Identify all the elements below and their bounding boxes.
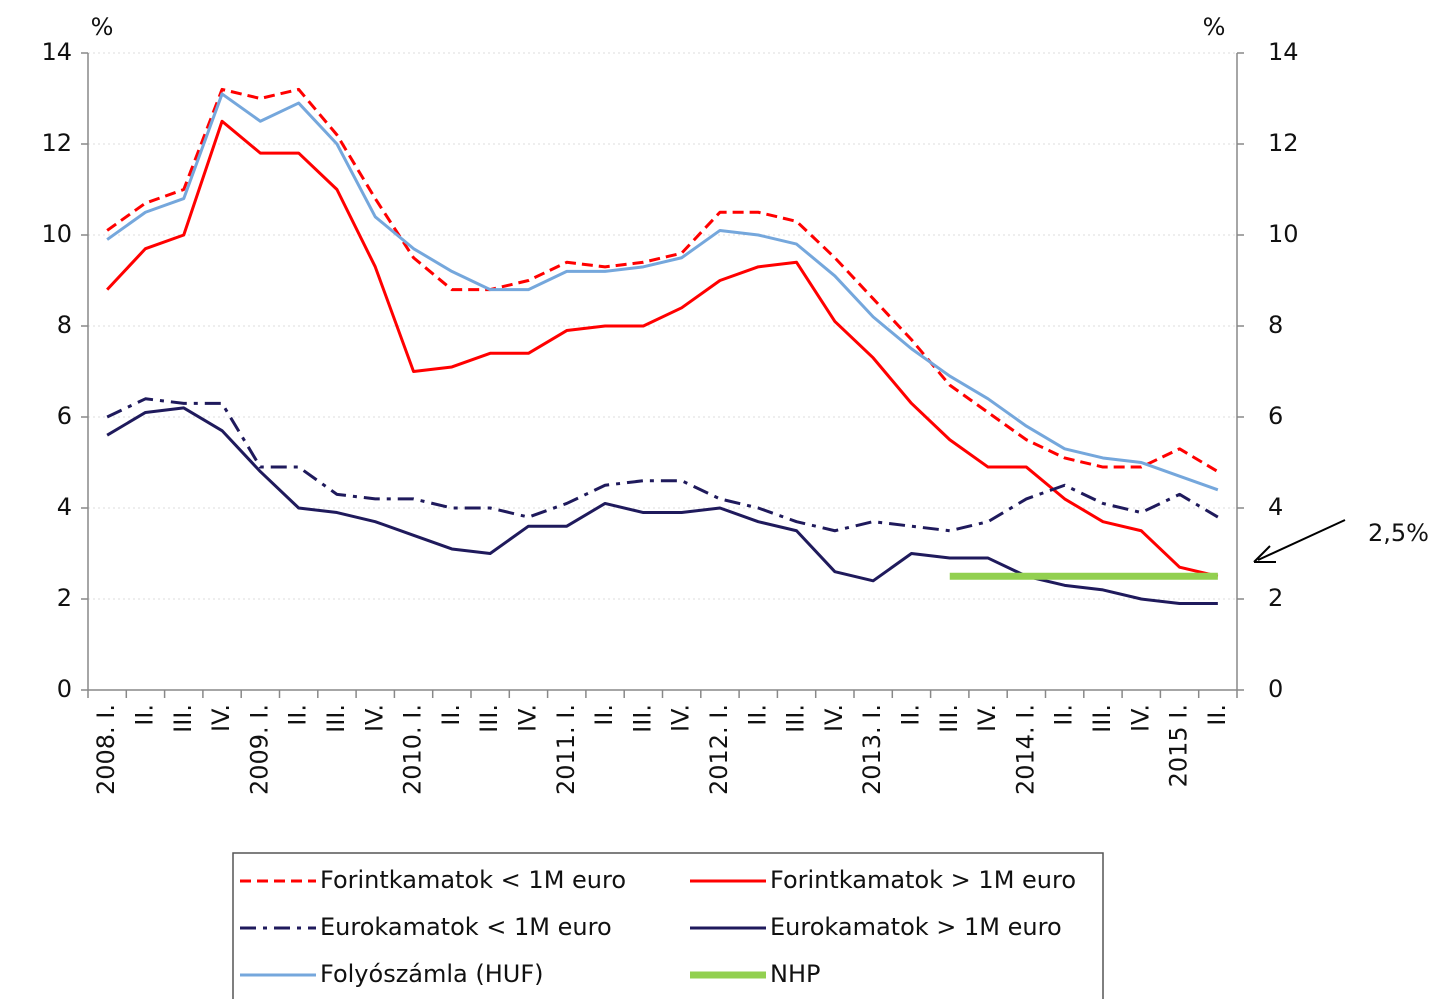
x-tick-label: II. bbox=[1050, 704, 1078, 726]
arrow-head bbox=[1253, 545, 1276, 563]
legend-label: Forintkamatok < 1M euro bbox=[320, 866, 626, 894]
x-tick-label: 2013. I. bbox=[858, 704, 886, 795]
x-tick-label: II. bbox=[896, 704, 924, 726]
y-tick-label: 12 bbox=[41, 129, 72, 157]
x-tick-label: IV. bbox=[513, 704, 541, 732]
y-tick-label: 8 bbox=[57, 311, 72, 339]
x-tick-label: 2009. I. bbox=[245, 704, 273, 795]
y-tick-label: 4 bbox=[57, 493, 72, 521]
legend-label: Eurokamatok < 1M euro bbox=[320, 913, 612, 941]
y-tick-label: 2 bbox=[57, 584, 72, 612]
x-tick-label: III. bbox=[322, 704, 350, 733]
y2-tick-label: 4 bbox=[1268, 493, 1283, 521]
x-tick-label: III. bbox=[1088, 704, 1116, 733]
x-tick-label: IV. bbox=[973, 704, 1001, 732]
x-tick-label: II. bbox=[284, 704, 312, 726]
y2-tick-label: 12 bbox=[1268, 129, 1299, 157]
x-tick-label: II. bbox=[1203, 704, 1231, 726]
series-line bbox=[106, 119, 1219, 578]
y-tick-label: 10 bbox=[41, 220, 72, 248]
y2-tick-label: 2 bbox=[1268, 584, 1283, 612]
legend-label: Folyószámla (HUF) bbox=[320, 960, 544, 988]
x-tick-label: 2014. I. bbox=[1011, 704, 1039, 795]
x-tick-label: III. bbox=[782, 704, 810, 733]
y2-tick-label: 10 bbox=[1268, 220, 1299, 248]
x-tick-label: 2008. I. bbox=[92, 704, 120, 795]
series-line bbox=[106, 92, 1219, 492]
x-tick-label: III. bbox=[628, 704, 656, 733]
y-tick-label: 14 bbox=[41, 38, 72, 66]
x-tick-label: 2010. I. bbox=[399, 704, 427, 795]
legend-label: NHP bbox=[770, 960, 820, 988]
x-tick-label: II. bbox=[590, 704, 618, 726]
x-tick-label: III. bbox=[169, 704, 197, 733]
y-tick-label: 6 bbox=[57, 402, 72, 430]
y-axis-label: % bbox=[91, 13, 114, 41]
y2-tick-label: 6 bbox=[1268, 402, 1283, 430]
x-tick-label: III. bbox=[475, 704, 503, 733]
y2-axis-label: % bbox=[1203, 13, 1226, 41]
legend-label: Forintkamatok > 1M euro bbox=[770, 866, 1076, 894]
x-tick-label: II. bbox=[437, 704, 465, 726]
annotation-arrow bbox=[1257, 519, 1346, 561]
x-tick-label: 2015 I. bbox=[1165, 704, 1193, 787]
x-tick-label: IV. bbox=[1126, 704, 1154, 732]
y2-tick-label: 14 bbox=[1268, 38, 1299, 66]
x-tick-label: II. bbox=[743, 704, 771, 726]
legend-box bbox=[232, 852, 1104, 999]
x-tick-label: III. bbox=[935, 704, 963, 733]
legend-label: Eurokamatok > 1M euro bbox=[770, 913, 1062, 941]
x-tick-label: IV. bbox=[820, 704, 848, 732]
x-tick-label: IV. bbox=[360, 704, 388, 732]
x-tick-label: 2011. I. bbox=[552, 704, 580, 795]
x-tick-label: 2012. I. bbox=[705, 704, 733, 795]
x-tick-label: IV. bbox=[667, 704, 695, 732]
y-tick-label: 0 bbox=[57, 675, 72, 703]
series-line bbox=[106, 87, 1219, 473]
annotation: 2,5% bbox=[1368, 519, 1429, 547]
y2-tick-label: 8 bbox=[1268, 311, 1283, 339]
x-tick-label: II. bbox=[130, 704, 158, 726]
series-line bbox=[106, 397, 1219, 533]
x-tick-label: IV. bbox=[207, 704, 235, 732]
y2-tick-label: 0 bbox=[1268, 675, 1283, 703]
